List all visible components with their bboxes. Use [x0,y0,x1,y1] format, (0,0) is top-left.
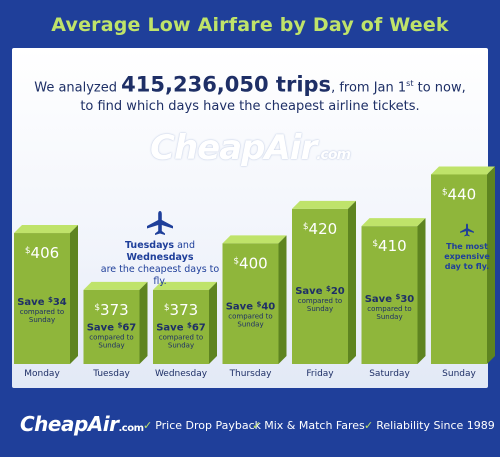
callout-and: and [177,240,195,251]
logo-text: CheapAir [20,412,119,436]
bar [222,243,279,364]
savings-compared: compared to [159,334,203,342]
bar-top [153,281,217,290]
bar-value-label: $420 [303,220,337,238]
bar-side [348,200,356,364]
savings-label: Save $20 [295,285,345,297]
feature-price-drop: ✓ Price Drop Payback [143,419,261,432]
headline: We analyzed 415,236,050 trips, from Jan … [0,74,500,116]
footer: CheapAir.com ✓ Price Drop Payback ✓ Mix & … [0,404,500,446]
savings-reference: Sunday [376,313,402,321]
airplane-icon [147,211,173,235]
savings-label: Save $30 [365,293,415,305]
bar-top [361,218,426,227]
chart-title: Average Low Airfare by Day of Week [51,14,449,36]
trip-count: 415,236,050 trips [121,72,332,97]
savings-reference: Sunday [307,305,333,313]
bar-side [70,225,78,364]
savings-label: Save $67 [87,322,137,334]
callout-day2: Wednesdays [126,252,194,263]
savings-compared: compared to [298,297,342,305]
expensive-callout: The most expensive day to fly. [441,222,493,272]
cheapair-logo[interactable]: CheapAir.com [20,412,144,436]
headline-prefix: We analyzed [34,80,118,96]
headline-line2: to find which days have the cheapest air… [80,99,420,115]
feature-label: Reliability Since 1989 [376,419,495,432]
savings-label: Save $34 [17,296,67,308]
bar [292,208,348,364]
check-icon: ✓ [143,419,153,432]
expensive-line2: expensive [444,252,490,261]
headline-to: to now, [413,80,466,96]
watermark-domain: .com [316,147,351,163]
bar-value-label: $373 [94,301,128,319]
bar-value-label: $373 [164,301,198,319]
bar [431,174,487,364]
logo-domain: .com [118,423,145,434]
feature-mix-match: ✓ Mix & Match Fares [252,419,365,432]
bar [153,289,209,364]
bar [14,233,70,364]
savings-compared: compared to [367,305,411,313]
bar [83,289,140,364]
tick-label: Thursday [229,369,273,379]
bar-top [83,281,148,290]
check-icon: ✓ [364,419,374,432]
watermark-logo: CheapAir.com [150,128,351,168]
headline-from: , from Jan 1 [331,80,407,96]
savings-compared: compared to [228,313,272,321]
check-icon: ✓ [252,419,262,432]
tick-label: Friday [306,369,334,379]
tick-label: Tuesday [92,369,130,379]
bar-top [431,166,495,175]
watermark-text: CheapAir [150,128,317,168]
callout-text: are the cheapest days to fly. [100,264,220,287]
bar [361,226,418,364]
feature-label: Price Drop Payback [155,419,262,432]
airplane-icon [460,223,474,237]
savings-reference: Sunday [237,321,263,329]
bar-side [139,281,148,364]
bar-value-label: $410 [372,237,406,255]
headline-sup: st [406,79,414,88]
tick-label: Sunday [442,369,476,379]
bar-side [278,235,287,364]
expensive-line3: day to fly. [444,262,490,271]
savings-compared: compared to [20,308,64,316]
tick-label: Monday [24,369,60,379]
tick-label: Saturday [369,369,410,379]
bar-value-label: $400 [233,254,267,272]
savings-compared: compared to [89,334,133,342]
bar-top [222,235,287,244]
savings-label: Save $67 [156,322,206,334]
bar-side [209,281,217,364]
savings-reference: Sunday [168,342,194,350]
cheapest-callout: Tuesdays and Wednesdays are the cheapest… [95,210,225,288]
bar-value-label: $406 [25,244,59,262]
bar-side [487,166,495,364]
tick-label: Wednesday [155,369,208,379]
savings-reference: Sunday [29,316,55,324]
bar-top [14,225,78,234]
savings-reference: Sunday [98,342,124,350]
bar-side [417,218,426,364]
bar-top [292,200,356,209]
bar-value-label: $440 [442,185,476,203]
callout-day1: Tuesdays [125,240,175,251]
feature-label: Mix & Match Fares [264,419,365,432]
feature-reliability: ✓ Reliability Since 1989 [364,419,495,432]
expensive-line1: The most [446,242,488,251]
savings-label: Save $40 [226,301,276,313]
